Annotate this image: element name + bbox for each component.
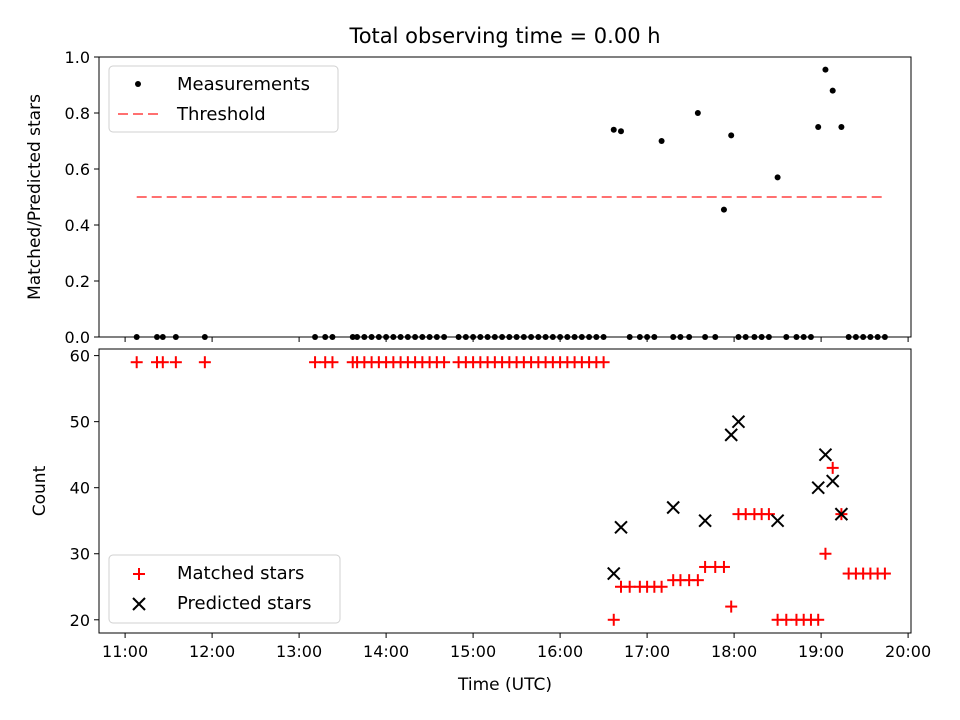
measurement-point <box>658 138 665 144</box>
top-y-axis-label: Matched/Predicted stars <box>25 94 45 300</box>
top-y-tick-label: 0.2 <box>65 272 90 291</box>
matched-star-point <box>655 580 668 593</box>
bottom-legend-box <box>108 554 341 624</box>
x-tick-label: 13:00 <box>276 642 322 661</box>
top-y-tick-label: 0.4 <box>65 216 90 235</box>
legend-measurements-marker <box>135 81 141 87</box>
bottom-y-axis: 20 30 40 50 60 <box>70 347 99 630</box>
x-tick-label: 20:00 <box>885 642 931 661</box>
measurement-point <box>694 110 701 116</box>
legend-measurements-label: Measurements <box>177 74 310 95</box>
matched-star-point <box>607 613 620 626</box>
matched-star-point <box>819 547 832 560</box>
measurement-point <box>728 132 735 139</box>
x-tick-label: 18:00 <box>711 642 757 661</box>
matched-star-point <box>326 356 339 369</box>
matched-star-point <box>623 580 636 593</box>
bottom-y-axis-label: Count <box>30 465 50 516</box>
measurement-point <box>774 174 781 181</box>
predicted-star-point <box>731 414 746 429</box>
bottom-x-axis: 11:00 12:00 13:00 14:00 15:00 16:00 17:00 18:00… <box>102 633 931 661</box>
legend-threshold-label: Threshold <box>176 104 266 125</box>
predicted-star-point <box>818 447 833 462</box>
measurement-point <box>815 124 822 130</box>
top-x-ticks <box>124 337 909 342</box>
predicted-star-point <box>825 474 840 488</box>
legend-matched-marker <box>133 568 145 580</box>
top-y-tick-label: 1.0 <box>65 48 90 67</box>
matched-star-point <box>699 560 712 573</box>
matched-points <box>130 356 891 626</box>
top-y-axis: 0.0 0.2 0.4 0.6 0.8 1.0 <box>65 48 99 347</box>
matched-star-point <box>438 356 451 369</box>
measurement-point <box>610 126 617 133</box>
matched-star-point <box>169 356 182 369</box>
predicted-star-point <box>614 520 628 535</box>
measurement-point <box>618 128 624 135</box>
top-y-tick-label: 0.8 <box>65 104 90 123</box>
top-panel: 0.0 0.2 0.4 0.6 0.8 1.0 Matched/Predicted sta… <box>25 48 912 347</box>
predicted-star-point <box>834 507 849 521</box>
x-tick-label: 19:00 <box>798 642 844 661</box>
predicted-star-point <box>770 514 785 528</box>
predicted-star-point <box>698 514 712 528</box>
predicted-star-point <box>724 428 738 442</box>
x-tick-label: 15:00 <box>450 642 496 661</box>
bottom-y-tick-label: 50 <box>70 413 90 432</box>
predicted-star-point <box>607 566 621 581</box>
bottom-y-tick-label: 60 <box>70 347 90 366</box>
matched-star-point <box>812 613 825 626</box>
matched-star-point <box>762 508 775 521</box>
x-tick-label: 16:00 <box>537 642 583 661</box>
measurement-point <box>822 66 829 73</box>
matched-star-point <box>780 613 793 626</box>
legend-predicted-label: Predicted stars <box>177 593 311 614</box>
measurement-point <box>838 124 845 130</box>
bottom-plot-frame <box>98 348 912 634</box>
bottom-legend: Matched stars Predicted stars <box>108 554 341 624</box>
bottom-y-tick-label: 30 <box>70 545 90 564</box>
matched-star-point <box>198 356 211 369</box>
x-tick-label: 17:00 <box>624 642 670 661</box>
x-axis-label: Time (UTC) <box>457 675 552 695</box>
top-plot-frame <box>98 56 912 338</box>
matched-star-point <box>156 356 169 369</box>
matched-star-point <box>309 356 322 369</box>
bottom-y-tick-label: 20 <box>70 611 90 630</box>
top-y-tick-label: 0.6 <box>65 160 90 179</box>
matched-star-point <box>717 560 730 573</box>
x-tick-label: 14:00 <box>363 642 409 661</box>
predicted-star-point <box>811 480 825 495</box>
legend-predicted-marker <box>132 597 146 611</box>
matched-star-point <box>826 461 839 474</box>
matched-star-point <box>691 574 704 587</box>
bottom-panel: 20 30 40 50 60 11:00 12:00 13:00 14:00 15:00 16:0… <box>30 347 931 695</box>
bottom-y-tick-label: 40 <box>70 479 90 498</box>
x-tick-label: 12:00 <box>189 642 235 661</box>
predicted-star-point <box>666 500 680 515</box>
x-tick-label: 11:00 <box>102 642 148 661</box>
matched-star-point <box>878 567 891 580</box>
chart-title: Total observing time = 0.00 h <box>348 24 660 48</box>
matched-star-point <box>725 600 738 613</box>
top-legend: Measurements Threshold <box>108 65 339 133</box>
measurement-point <box>720 206 727 213</box>
matched-star-point <box>597 356 610 369</box>
predicted-points <box>607 414 849 581</box>
legend-matched-label: Matched stars <box>177 563 304 584</box>
top-y-tick-label: 0.0 <box>65 328 90 347</box>
top-legend-box <box>108 65 339 133</box>
measurement-point <box>829 87 836 94</box>
matched-star-point <box>130 356 143 369</box>
